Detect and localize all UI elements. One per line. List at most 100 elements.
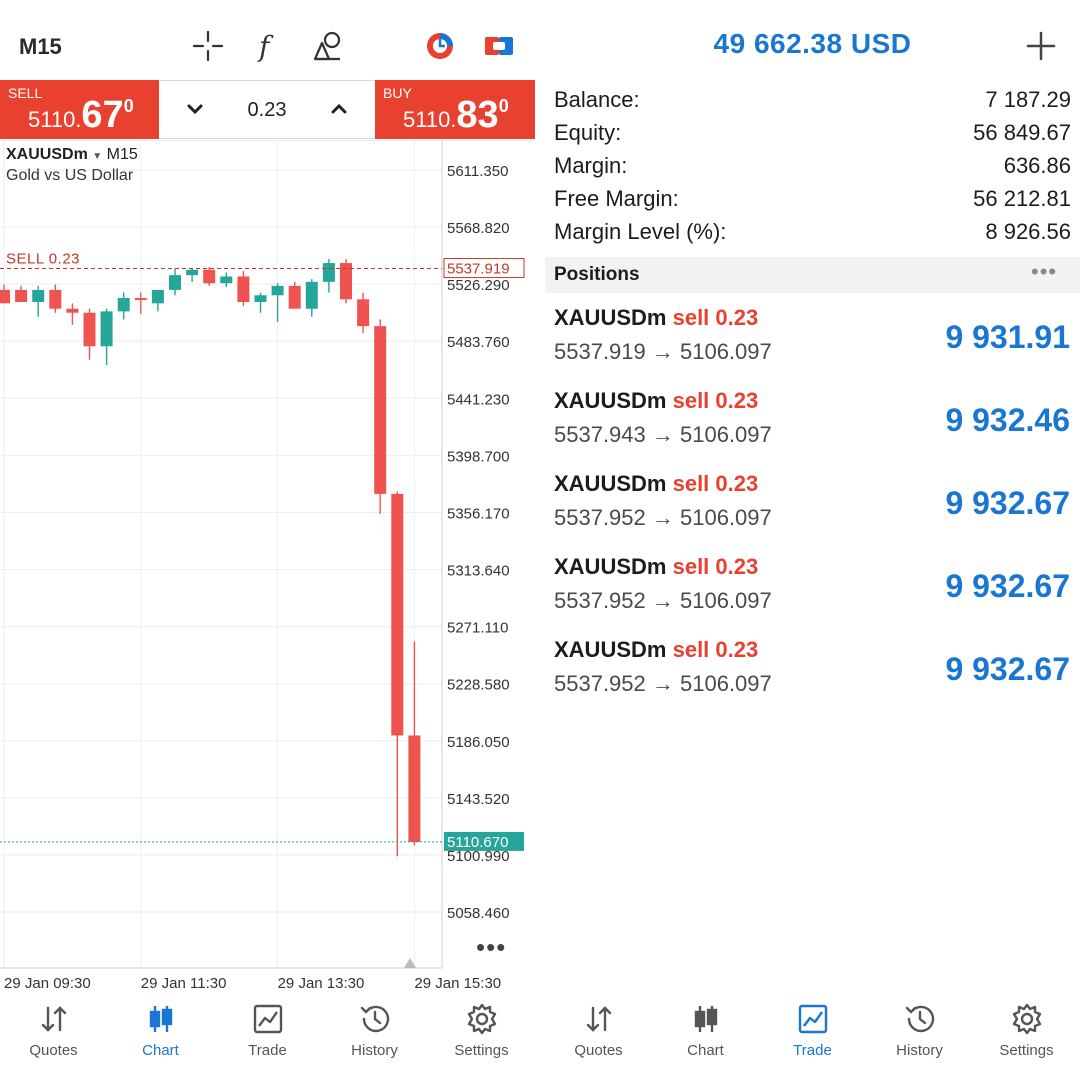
nav-history[interactable]: History <box>321 1000 428 1066</box>
x-tick-label: 29 Jan 11:30 <box>141 975 227 992</box>
chart-symbol[interactable]: XAUUSDm ▼ M15 <box>6 146 138 163</box>
price-chart[interactable]: 5611.350 5568.820 5526.290 5483.760 5441.230… <box>0 140 535 1000</box>
quotes-icon <box>586 1006 611 1032</box>
position-profit: 9 931.91 <box>945 319 1070 355</box>
objects-icon[interactable] <box>309 28 345 64</box>
account-label: Margin: <box>554 153 628 178</box>
position-profit: 9 932.67 <box>945 651 1070 687</box>
volume-stepper: 0.23 <box>159 80 375 139</box>
chart-candles-icon <box>694 1006 717 1032</box>
position-profit: 9 932.46 <box>945 402 1070 438</box>
nav-chart[interactable]: Chart <box>107 1000 214 1066</box>
y-tick-label: 5100.990 <box>447 848 510 865</box>
position-profit: 9 932.67 <box>945 485 1070 521</box>
position-row[interactable]: XAUUSDm sell 0.23 5537.943 → 5106.097 9 93… <box>545 388 1080 471</box>
candle <box>254 292 267 313</box>
nav-quotes[interactable]: Quotes <box>545 1000 652 1066</box>
x-tick-label: 29 Jan 13:30 <box>278 975 365 992</box>
y-tick-label: 5143.520 <box>447 791 510 808</box>
position-prices: 5537.943 → 5106.097 <box>554 422 772 447</box>
chart-more-icon[interactable]: ••• <box>476 932 507 962</box>
nav-trade[interactable]: Trade <box>759 1000 866 1066</box>
bid-price-label: 5110.670 <box>447 834 508 851</box>
position-symbol: XAUUSDm <box>554 305 667 330</box>
candle <box>271 283 284 323</box>
position-title: XAUUSDm sell 0.23 <box>554 471 758 497</box>
x-tick-label: 29 Jan 15:30 <box>414 975 501 992</box>
volume-input[interactable]: 0.23 <box>247 99 287 121</box>
history-icon <box>360 1005 389 1033</box>
sell-button[interactable]: SELL 5110.670 <box>0 80 159 139</box>
account-row: Balance: 7 187.29 <box>554 87 1071 120</box>
candle <box>237 271 250 307</box>
quotes-icon <box>41 1006 66 1032</box>
position-row[interactable]: XAUUSDm sell 0.23 5537.952 → 5106.097 9 93… <box>545 471 1080 554</box>
nav-chart[interactable]: Chart <box>652 1000 759 1066</box>
trade-icon <box>798 1004 827 1034</box>
crosshair-icon[interactable] <box>190 28 226 64</box>
nav-quotes[interactable]: Quotes <box>0 1000 107 1066</box>
position-row[interactable]: XAUUSDm sell 0.23 5537.952 → 5106.097 9 93… <box>545 637 1080 720</box>
nav-trade[interactable]: Trade <box>214 1000 321 1066</box>
y-tick-label: 5356.170 <box>447 505 510 522</box>
y-tick-label: 5398.700 <box>447 448 510 465</box>
buy-button[interactable]: BUY 5110.830 <box>375 80 535 139</box>
bottom-nav-trade: Quotes Chart Trade History Settings <box>545 1000 1080 1066</box>
indicators-icon[interactable]: f <box>249 28 285 64</box>
candle <box>305 279 318 317</box>
trade-panel-icon[interactable] <box>481 28 517 64</box>
nav-settings[interactable]: Settings <box>428 1000 535 1066</box>
candle <box>151 289 164 312</box>
nav-history[interactable]: History <box>866 1000 973 1066</box>
positions-header: Positions ••• <box>545 257 1080 293</box>
account-label: Free Margin: <box>554 186 679 211</box>
candle <box>66 303 79 325</box>
chart-candles-icon <box>149 1006 172 1032</box>
plus-icon[interactable] <box>1025 30 1057 62</box>
position-price-box <box>443 258 525 279</box>
position-prices: 5537.952 → 5106.097 <box>554 588 772 613</box>
one-click-trading-icon[interactable] <box>422 28 458 64</box>
candle <box>32 285 45 317</box>
positions-more-icon[interactable]: ••• <box>1031 259 1058 284</box>
position-symbol: XAUUSDm <box>554 471 667 496</box>
candle <box>203 267 216 286</box>
position-row[interactable]: XAUUSDm sell 0.23 5537.952 → 5106.097 9 93… <box>545 554 1080 637</box>
account-row: Equity: 56 849.67 <box>554 120 1071 153</box>
equity-header: 49 662.38 USD <box>713 28 912 59</box>
position-profit: 9 932.67 <box>945 568 1070 604</box>
candle <box>220 272 233 288</box>
position-row[interactable]: XAUUSDm sell 0.23 5537.919 → 5106.097 9 93… <box>545 305 1080 388</box>
position-symbol: XAUUSDm <box>554 554 667 579</box>
y-tick-label: 5526.290 <box>447 277 510 294</box>
timeframe-button[interactable]: M15 <box>19 34 62 59</box>
y-tick-label: 5483.760 <box>447 334 510 351</box>
account-label: Equity: <box>554 120 622 145</box>
nav-settings[interactable]: Settings <box>973 1000 1080 1066</box>
candle <box>117 292 130 320</box>
y-tick-label: 5441.230 <box>447 391 510 408</box>
position-prices: 5537.919 → 5106.097 <box>554 339 772 364</box>
candle <box>134 292 147 315</box>
chart-toolbar: M15 f <box>0 0 535 80</box>
candle <box>322 259 335 293</box>
account-row: Margin Level (%): 8 926.56 <box>554 219 1071 252</box>
trade-screen: 49 662.38 USD Balance: 7 187.29 Equity: 56 … <box>545 0 1080 1066</box>
y-tick-label: 5228.580 <box>447 677 510 694</box>
position-symbol: XAUUSDm <box>554 388 667 413</box>
chevron-down-icon[interactable] <box>181 95 209 123</box>
y-tick-label: 5058.460 <box>447 905 510 922</box>
position-title: XAUUSDm sell 0.23 <box>554 637 758 663</box>
position-side: sell 0.23 <box>672 471 759 496</box>
y-tick-label: 5271.110 <box>447 620 508 637</box>
candle <box>357 292 370 333</box>
candle <box>408 641 421 846</box>
time-scroll-marker <box>404 958 416 968</box>
candle <box>340 259 352 304</box>
chart-screen: M15 f SELL 5110.670 0.23 <box>0 0 535 1066</box>
position-line-label: SELL 0.23 <box>6 251 80 268</box>
chevron-up-icon[interactable] <box>325 95 353 123</box>
candle <box>49 284 62 313</box>
account-value: 7 187.29 <box>985 87 1071 112</box>
candle <box>391 491 404 857</box>
